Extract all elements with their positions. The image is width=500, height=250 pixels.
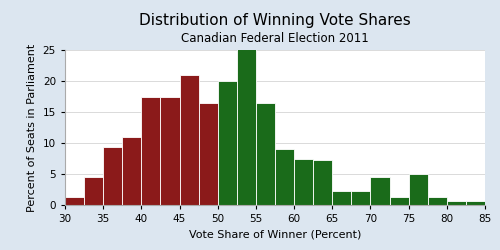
Bar (256, 103, 275, 205)
Text: Canadian Federal Election 2011: Canadian Federal Election 2011 (181, 32, 369, 46)
X-axis label: Vote Share of Winner (Percent): Vote Share of Winner (Percent) (189, 230, 361, 239)
Bar (370, 177, 390, 205)
Bar (84, 177, 103, 205)
Bar (466, 201, 485, 205)
Text: Distribution of Winning Vote Shares: Distribution of Winning Vote Shares (139, 12, 411, 28)
Bar (294, 158, 313, 205)
Bar (408, 174, 428, 205)
Bar (275, 149, 294, 205)
Bar (142, 96, 161, 205)
Bar (313, 160, 332, 205)
Bar (198, 103, 218, 205)
Bar (428, 197, 447, 205)
Bar (352, 191, 370, 205)
Bar (180, 75, 199, 205)
Bar (390, 197, 408, 205)
Bar (103, 147, 122, 205)
Bar (160, 96, 180, 205)
Y-axis label: Percent of Seats in Parliament: Percent of Seats in Parliament (27, 44, 37, 211)
Bar (65, 197, 84, 205)
Bar (332, 191, 351, 205)
Bar (218, 81, 237, 205)
Bar (237, 48, 256, 205)
Bar (447, 201, 466, 205)
Bar (122, 137, 142, 205)
